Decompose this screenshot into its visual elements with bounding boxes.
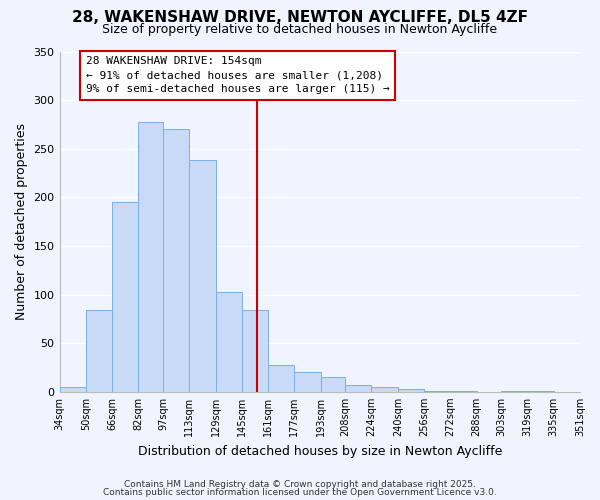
Bar bbox=[139, 122, 163, 392]
Bar bbox=[345, 385, 371, 392]
Bar bbox=[295, 372, 320, 392]
Bar bbox=[450, 391, 476, 392]
Bar bbox=[527, 391, 554, 392]
Bar bbox=[59, 387, 86, 392]
Bar bbox=[163, 130, 189, 392]
Text: Size of property relative to detached houses in Newton Aycliffe: Size of property relative to detached ho… bbox=[103, 22, 497, 36]
Text: 28, WAKENSHAW DRIVE, NEWTON AYCLIFFE, DL5 4ZF: 28, WAKENSHAW DRIVE, NEWTON AYCLIFFE, DL… bbox=[72, 10, 528, 25]
Bar bbox=[371, 387, 398, 392]
Bar bbox=[189, 160, 215, 392]
Bar bbox=[242, 310, 268, 392]
Text: 28 WAKENSHAW DRIVE: 154sqm
← 91% of detached houses are smaller (1,208)
9% of se: 28 WAKENSHAW DRIVE: 154sqm ← 91% of deta… bbox=[86, 56, 389, 94]
Bar bbox=[501, 391, 527, 392]
Bar bbox=[112, 202, 139, 392]
Bar bbox=[215, 292, 242, 392]
Bar bbox=[424, 391, 450, 392]
Bar bbox=[398, 389, 424, 392]
Bar bbox=[320, 377, 345, 392]
Text: Contains HM Land Registry data © Crown copyright and database right 2025.: Contains HM Land Registry data © Crown c… bbox=[124, 480, 476, 489]
X-axis label: Distribution of detached houses by size in Newton Aycliffe: Distribution of detached houses by size … bbox=[137, 444, 502, 458]
Text: Contains public sector information licensed under the Open Government Licence v3: Contains public sector information licen… bbox=[103, 488, 497, 497]
Bar bbox=[268, 364, 295, 392]
Y-axis label: Number of detached properties: Number of detached properties bbox=[15, 123, 28, 320]
Bar bbox=[86, 310, 112, 392]
